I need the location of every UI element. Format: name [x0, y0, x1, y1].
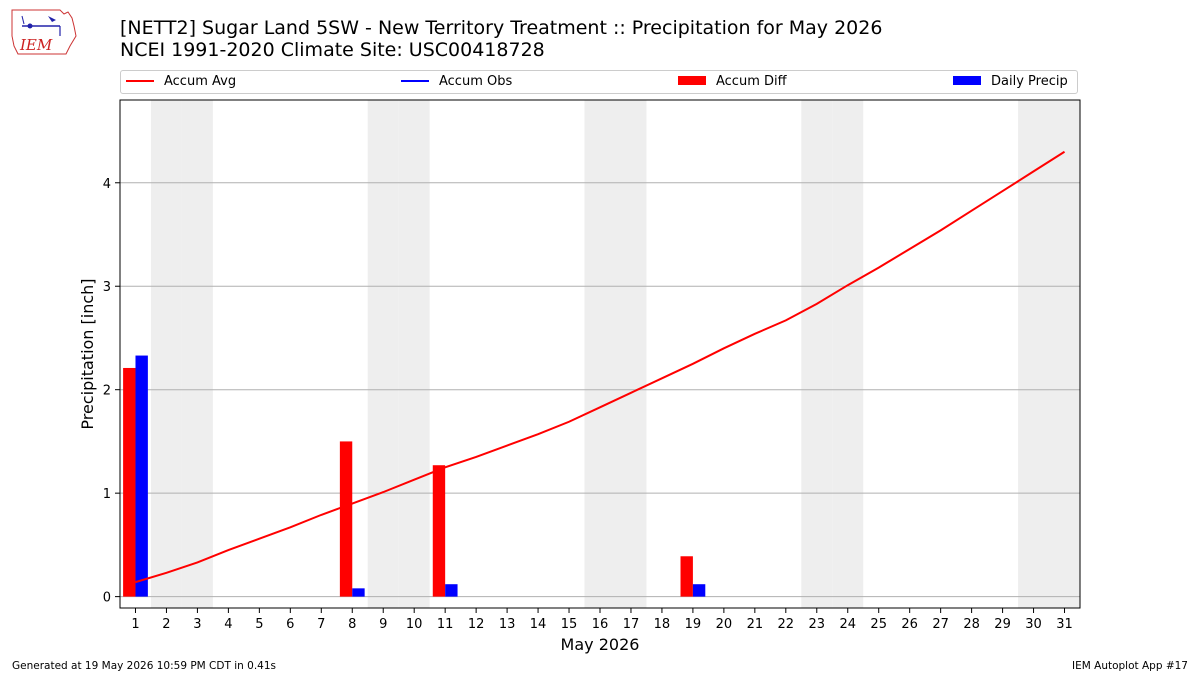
x-tick-label-2: 2	[162, 617, 170, 632]
legend-item-accum-diff: Accum Diff	[678, 74, 787, 89]
x-tick-label-25: 25	[870, 617, 887, 632]
legend-swatch-accum-diff	[678, 76, 706, 85]
legend-swatch-accum-obs	[401, 79, 429, 82]
accum-avg-line	[135, 150, 1066, 584]
x-tick-label-12: 12	[468, 617, 485, 632]
weekend-band-day-24	[832, 100, 864, 608]
x-tick-label-7: 7	[317, 617, 325, 632]
daily-precip-bar-day-8	[352, 588, 365, 597]
legend-swatch-accum-avg	[126, 79, 154, 82]
x-tick-label-28: 28	[963, 617, 980, 632]
weekend-band-day-9	[367, 100, 399, 608]
x-tick-label-18: 18	[654, 617, 671, 632]
footer-app: IEM Autoplot App #17	[1072, 660, 1188, 672]
x-axis-label: May 2026	[561, 635, 640, 654]
daily-precip-bar-day-1	[135, 355, 148, 597]
x-tick-label-4: 4	[224, 617, 232, 632]
x-tick-label-6: 6	[286, 617, 294, 632]
y-tick-label-1: 1	[103, 487, 111, 502]
accum-diff-bar-day-11	[432, 465, 446, 597]
accum-diff-bar-day-19	[680, 556, 693, 597]
x-tick-label-3: 3	[193, 617, 201, 632]
weekend-band-day-17	[615, 100, 647, 608]
logo-text: IEM	[19, 36, 53, 54]
legend-swatch-daily-precip	[953, 76, 981, 85]
y-tick-label-4: 4	[103, 177, 111, 192]
x-tick-label-27: 27	[932, 617, 949, 632]
y-axis-label: Precipitation [inch]	[78, 278, 97, 429]
x-tick-label-5: 5	[255, 617, 263, 632]
iem-logo: IEM	[11, 9, 77, 55]
x-tick-label-20: 20	[716, 617, 733, 632]
x-tick-label-30: 30	[1025, 617, 1042, 632]
x-tick-label-9: 9	[379, 617, 387, 632]
bars	[123, 355, 706, 597]
x-tick-label-1: 1	[131, 617, 139, 632]
x-tick-label-23: 23	[809, 617, 826, 632]
weekend-band-day-31	[1049, 100, 1080, 608]
legend-label-daily-precip: Daily Precip	[991, 74, 1068, 89]
x-tick-label-22: 22	[778, 617, 795, 632]
tick-labels: 1 2 3 4 5 6 7 8 9 10 11 12 13 14 15 16 17 18 19 20 21 22 23 24 2…	[103, 177, 1073, 632]
x-tick-label-16: 16	[592, 617, 609, 632]
x-tick-label-11: 11	[437, 617, 454, 632]
chart-subtitle: NCEI 1991-2020 Climate Site: USC00418728	[120, 39, 545, 61]
weekend-band-day-10	[398, 100, 430, 608]
weekend-band-day-2	[150, 100, 182, 608]
x-tick-label-31: 31	[1056, 617, 1073, 632]
daily-precip-bar-day-11	[445, 584, 458, 597]
legend-label-accum-diff: Accum Diff	[716, 74, 787, 89]
legend-item-accum-avg: Accum Avg	[126, 74, 236, 89]
x-tick-label-15: 15	[561, 617, 578, 632]
legend-item-accum-obs: Accum Obs	[401, 74, 512, 89]
x-tick-label-13: 13	[499, 617, 516, 632]
accum-diff-bar-day-1	[123, 367, 136, 597]
y-tick-label-0: 0	[103, 591, 111, 606]
weekend-band-day-23	[801, 100, 833, 608]
x-tick-label-24: 24	[839, 617, 856, 632]
footer-generated: Generated at 19 May 2026 10:59 PM CDT in…	[12, 660, 276, 672]
legend-item-daily-precip: Daily Precip	[953, 74, 1068, 89]
legend: Accum Avg Accum Obs Accum Diff Daily Pre…	[120, 70, 1078, 94]
weekend-band-day-3	[181, 100, 213, 608]
legend-label-accum-obs: Accum Obs	[439, 74, 513, 89]
x-tick-label-17: 17	[623, 617, 640, 632]
grid-lines	[120, 182, 1080, 598]
weekend-bands	[150, 100, 1080, 608]
daily-precip-bar-day-19	[692, 584, 706, 597]
legend-label-accum-avg: Accum Avg	[164, 74, 237, 89]
x-tick-label-26: 26	[901, 617, 918, 632]
y-tick-label-3: 3	[103, 280, 111, 295]
x-tick-label-8: 8	[348, 617, 356, 632]
y-tick-label-2: 2	[103, 384, 111, 399]
x-tick-label-21: 21	[747, 617, 764, 632]
weekend-band-day-30	[1018, 100, 1050, 608]
chart-title: [NETT2] Sugar Land 5SW - New Territory T…	[120, 17, 883, 39]
series-lines	[135, 150, 1066, 584]
x-tick-label-10: 10	[406, 617, 423, 632]
x-tick-label-14: 14	[530, 617, 547, 632]
accum-diff-bar-day-8	[339, 441, 353, 597]
x-tick-label-19: 19	[685, 617, 702, 632]
x-tick-label-29: 29	[994, 617, 1011, 632]
weekend-band-day-16	[584, 100, 616, 608]
